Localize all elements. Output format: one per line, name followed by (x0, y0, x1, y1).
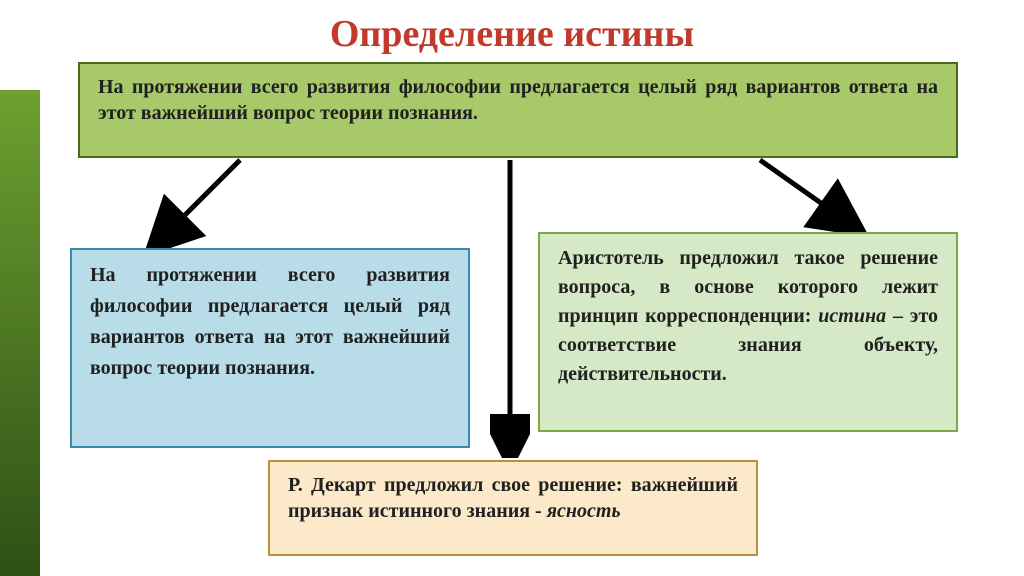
left-text: На протяжении всего развития философии п… (90, 264, 450, 379)
intro-box: На протяжении всего развития философии п… (78, 62, 958, 158)
arrow-center (490, 158, 530, 458)
variant-box-right: Аристотель предложил такое решение вопро… (538, 232, 958, 432)
page-title: Определение истины (0, 12, 1024, 56)
variant-box-left: На протяжении всего развития философии п… (70, 248, 470, 448)
right-text-italic: истина (818, 305, 886, 327)
bottom-text-italic: ясность (547, 500, 621, 522)
bottom-text-pre: Р. Декарт предложил свое решение: важней… (288, 474, 738, 522)
variant-box-bottom: Р. Декарт предложил свое решение: важней… (268, 460, 758, 556)
accent-bar (0, 90, 40, 576)
arrow-left (140, 158, 280, 253)
arrow-right (740, 158, 880, 238)
intro-text: На протяжении всего развития философии п… (98, 76, 938, 124)
